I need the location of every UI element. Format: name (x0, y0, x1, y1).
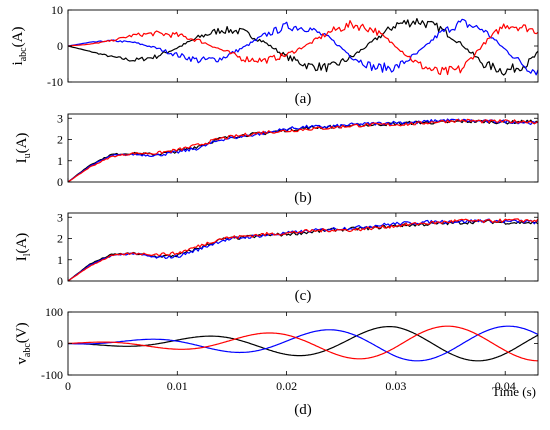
y-tick-label: 2 (57, 133, 63, 147)
series-blue-line (67, 18, 539, 76)
series-black-line (67, 18, 539, 76)
y-tick-label: 10 (51, 3, 63, 17)
y-tick-label: 3 (57, 210, 63, 224)
x-tick-label: 0.04 (495, 379, 516, 393)
x-tick-label: 0.02 (276, 379, 297, 393)
series-black-line (67, 119, 539, 183)
series-blue-line (67, 325, 539, 362)
y-axis-label: Iu(A) (14, 133, 33, 164)
axes-frame (67, 113, 539, 183)
series-blue-line (67, 218, 539, 282)
x-tick-label: 0.01 (167, 379, 188, 393)
y-tick-label: 3 (57, 111, 63, 125)
series-red-line (67, 325, 538, 362)
panel-caption: (c) (295, 288, 312, 304)
panel-1: 10 0 -10 iabc(A) (a) (10, 3, 539, 107)
x-tick-label: 0 (65, 379, 71, 393)
panel-caption: (a) (295, 91, 312, 107)
y-tick-label: -10 (47, 75, 63, 89)
panel-2: 3 2 1 0 Iu(A) (b) (14, 111, 539, 206)
y-axis-label: iabc(A) (10, 27, 29, 66)
axes-frame (67, 311, 539, 376)
x-tick-label: 0.03 (385, 379, 406, 393)
panel-3: 3 2 1 0 Il(A) (c) (14, 210, 539, 304)
y-tick-label: 1 (57, 154, 63, 168)
y-axis-label: Il(A) (14, 233, 33, 262)
y-tick-label: 0 (57, 337, 63, 351)
y-tick-label: 0 (57, 39, 63, 53)
series-red-line (67, 20, 539, 76)
y-tick-label: 0 (57, 274, 63, 288)
y-tick-label: 0 (57, 175, 63, 189)
y-tick-label: -100 (41, 368, 63, 382)
series-black-line (68, 326, 539, 362)
series-red-line (67, 118, 539, 183)
panel-caption: (d) (294, 402, 312, 418)
series-black-line (67, 219, 539, 282)
x-axis-label: Time (s) (492, 384, 536, 399)
axes-frame (67, 9, 539, 83)
panel-caption: (b) (294, 190, 312, 206)
y-axis-label: vabc(V) (14, 322, 33, 364)
series-red-line (67, 218, 539, 282)
y-tick-label: 1 (57, 253, 63, 267)
y-tick-label: 2 (57, 232, 63, 246)
y-tick-label: 100 (45, 305, 63, 319)
axes-frame (67, 212, 539, 282)
